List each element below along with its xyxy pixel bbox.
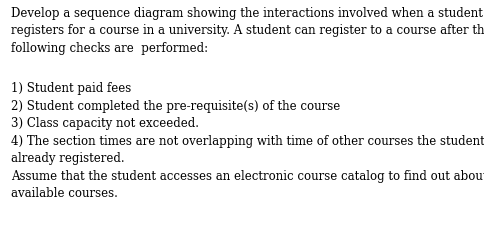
Text: Assume that the student accesses an electronic course catalog to find out about
: Assume that the student accesses an elec…	[11, 170, 484, 200]
Text: Develop a sequence diagram showing the interactions involved when a student
regi: Develop a sequence diagram showing the i…	[11, 7, 484, 55]
Text: 1) Student paid fees
2) Student completed the pre-requisite(s) of the course
3) : 1) Student paid fees 2) Student complete…	[11, 82, 484, 165]
